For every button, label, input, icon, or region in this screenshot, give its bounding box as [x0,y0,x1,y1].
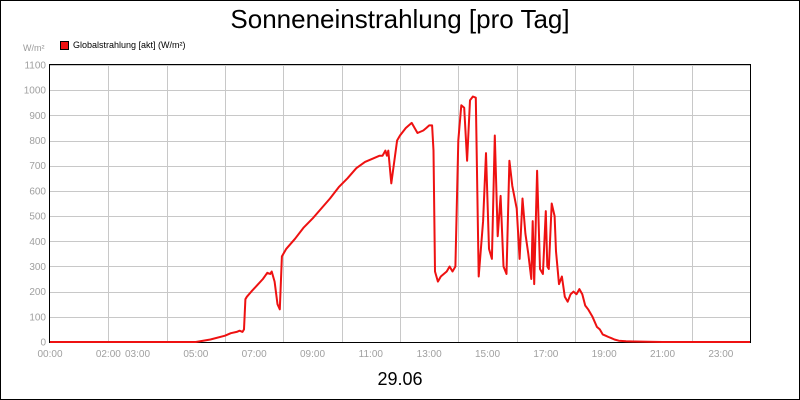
x-tick-label: 17:00 [533,349,558,360]
chart-title: Sonneneinstrahlung [pro Tag] [230,4,570,34]
x-tick-label: 11:00 [359,349,384,360]
y-tick-label: 300 [29,262,46,273]
x-axis-ticks: 00:00 02:00 03:00 05:00 07:00 09:00 11:00 13:00… [37,349,733,360]
x-tick-label: 23:00 [708,349,733,360]
y-tick-label: 600 [29,186,46,197]
y-axis-unit-label: W/m² [23,43,45,53]
x-tick-label: 15:00 [475,349,500,360]
legend-swatch [60,40,69,50]
y-tick-label: 1000 [24,86,47,97]
x-tick-label: 07:00 [242,349,267,360]
x-axis-date-label: 29.06 [377,369,423,389]
y-tick-label: 500 [29,212,46,223]
x-tick-label: 03:00 [125,349,150,360]
y-tick-label: 400 [29,237,46,248]
legend: Globalstrahlung [akt] (W/m²) [60,40,186,50]
x-tick-label: 09:00 [300,349,325,360]
y-tick-label: 800 [29,136,46,147]
series-line-globalstrahlung [50,95,750,343]
y-tick-label: 200 [29,287,46,298]
y-axis-ticks: 0 100 200 300 400 500 600 700 800 900 1000 1100 [24,61,47,349]
x-tick-label: 05:00 [183,349,208,360]
plot-area-border [49,64,751,343]
y-tick-label: 1100 [24,61,46,72]
y-tick-label: 900 [29,111,46,122]
x-tick-label: 00:00 [37,349,62,360]
x-tick-label: 21:00 [650,349,675,360]
y-tick-label: 700 [29,161,46,172]
x-tick-label: 13:00 [417,349,442,360]
x-tick-label: 02:00 [96,349,121,360]
legend-series-label: Globalstrahlung [akt] (W/m²) [73,40,186,50]
y-tick-label: 100 [29,312,46,323]
x-tick-label: 19:00 [592,349,617,360]
grid-lines [50,65,750,343]
y-tick-label: 0 [40,338,46,349]
